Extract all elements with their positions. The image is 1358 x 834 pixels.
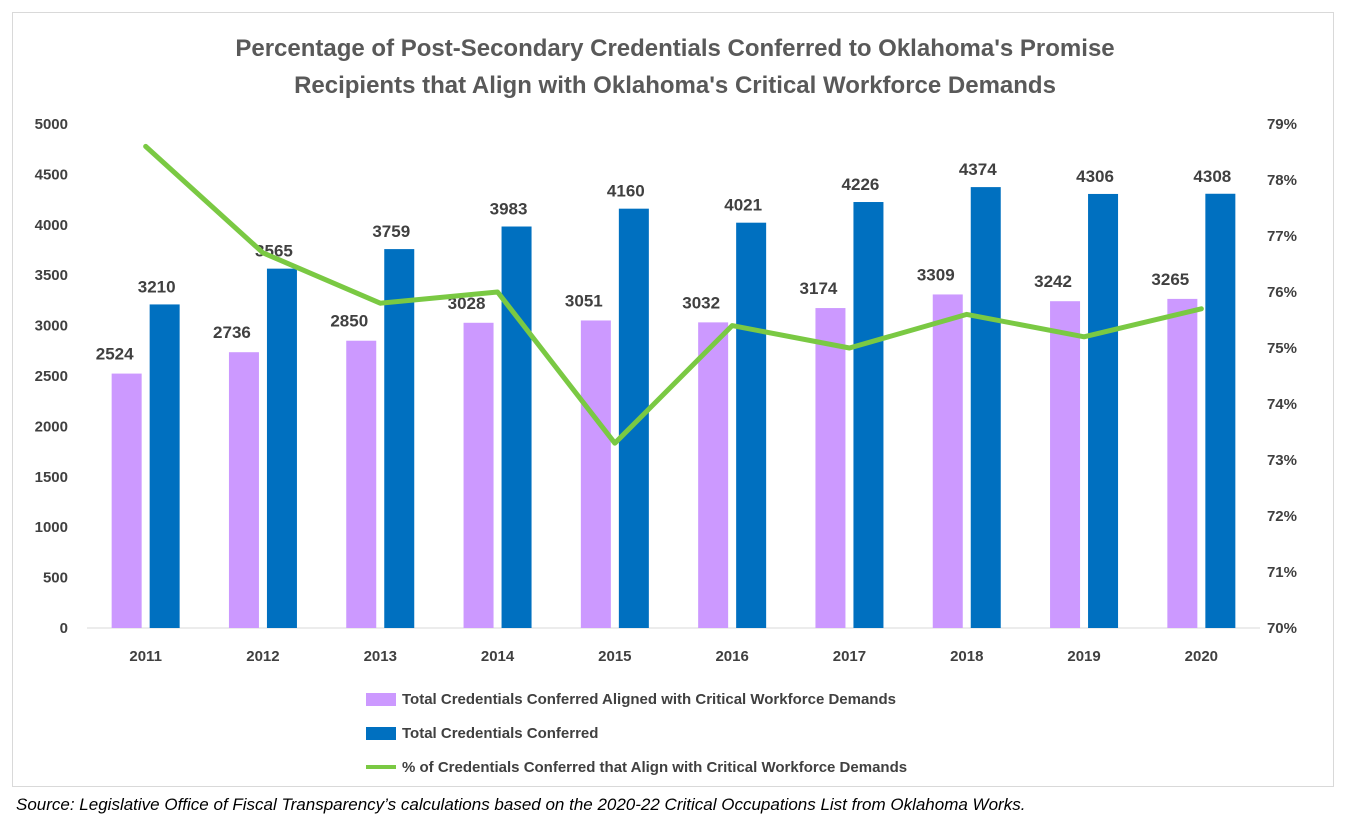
data-label-aligned-2012: 2736: [213, 323, 251, 342]
bar-aligned-2020: [1167, 298, 1198, 628]
y-left-tick-label: 5000: [35, 116, 68, 133]
legend-item-aligned: Total Credentials Conferred Aligned with…: [366, 682, 907, 716]
bar-total-2019: [1088, 193, 1119, 628]
data-label-total-2016: 4021: [724, 196, 762, 215]
x-tick-label-2013: 2013: [364, 648, 397, 665]
percent-point-2014: [495, 290, 500, 294]
percent-point-2012: [260, 250, 265, 255]
y-left-tick-label: 3500: [35, 267, 68, 284]
y-left-tick-label: 2500: [35, 368, 68, 385]
data-label-aligned-2017: 3174: [800, 279, 838, 298]
percent-line: [143, 143, 1204, 446]
bar-aligned-2019: [1050, 301, 1081, 628]
y-left-tick-label: 3000: [35, 318, 68, 335]
x-tick-label-2012: 2012: [246, 648, 279, 665]
percent-point-2015: [612, 441, 617, 446]
y-right-tick-label: 76%: [1267, 284, 1297, 301]
chart-title: Percentage of Post-Secondary Credentials…: [150, 30, 1200, 104]
data-label-aligned-2019: 3242: [1034, 272, 1072, 291]
data-label-aligned-2014: 3028: [448, 294, 486, 313]
percent-point-2016: [730, 323, 735, 328]
chart-title-line2: Recipients that Align with Oklahoma's Cr…: [294, 72, 1056, 99]
data-label-aligned-2018: 3309: [917, 265, 955, 284]
x-tick-label-2014: 2014: [481, 648, 515, 665]
y-right-tick-label: 78%: [1267, 172, 1297, 189]
legend-swatch-aligned: [366, 692, 396, 706]
bar-total-2015: [618, 208, 649, 628]
bar-aligned-2018: [932, 294, 963, 628]
bar-total-2020: [1205, 193, 1236, 628]
bar-aligned-2017: [815, 308, 846, 628]
data-label-total-2011: 3210: [138, 277, 176, 296]
y-left-tick-label: 1000: [35, 519, 68, 536]
chart-legend: Total Credentials Conferred Aligned with…: [366, 682, 907, 784]
data-label-aligned-2016: 3032: [682, 293, 720, 312]
x-tick-label-2015: 2015: [598, 648, 631, 665]
y-left-tick-label: 1500: [35, 469, 68, 486]
percent-point-2018: [964, 312, 969, 317]
legend-swatch-total: [366, 726, 396, 740]
percent-point-2011: [143, 144, 148, 149]
y-right-tick-label: 71%: [1267, 564, 1297, 581]
bar-aligned-2011: [111, 373, 142, 628]
data-label-total-2013: 3759: [372, 222, 410, 241]
y-left-tick-label: 500: [43, 570, 68, 587]
bar-total-2012: [266, 268, 297, 628]
chart-title-line1: Percentage of Post-Secondary Credentials…: [235, 35, 1115, 62]
data-label-aligned-2020: 3265: [1151, 270, 1189, 289]
y-right-tick-label: 75%: [1267, 340, 1297, 357]
x-tick-label-2011: 2011: [129, 648, 162, 665]
bar-total-2011: [149, 304, 180, 628]
x-tick-label-2019: 2019: [1067, 648, 1100, 665]
x-tick-label-2018: 2018: [950, 648, 983, 665]
bar-aligned-2013: [346, 340, 377, 628]
y-right-tick-label: 70%: [1267, 620, 1297, 637]
y-left-tick-label: 4500: [35, 166, 68, 183]
data-label-total-2018: 4374: [959, 160, 997, 179]
data-label-total-2019: 4306: [1076, 167, 1114, 186]
legend-item-percent: % of Credentials Conferred that Align wi…: [366, 750, 907, 784]
y-right-tick-label: 74%: [1267, 396, 1297, 413]
legend-label-total: Total Credentials Conferred: [402, 724, 599, 742]
bar-aligned-2014: [463, 322, 494, 628]
data-label-total-2017: 4226: [842, 175, 880, 194]
legend-swatch-percent: [366, 765, 396, 769]
y-right-tick-label: 73%: [1267, 452, 1297, 469]
y-left-tick-label: 4000: [35, 217, 68, 234]
y-left-tick-label: 2000: [35, 418, 68, 435]
data-label-total-2014: 3983: [490, 200, 528, 219]
y-left-tick-label: 0: [60, 620, 68, 637]
data-label-aligned-2013: 2850: [330, 312, 368, 331]
data-label-total-2015: 4160: [607, 182, 645, 201]
y-right-tick-label: 72%: [1267, 508, 1297, 525]
legend-label-percent: % of Credentials Conferred that Align wi…: [402, 758, 908, 776]
bar-aligned-2012: [228, 352, 259, 628]
source-note: Source: Legislative Office of Fiscal Tra…: [16, 795, 1026, 814]
x-tick-label-2020: 2020: [1185, 648, 1218, 665]
data-label-total-2020: 4308: [1193, 167, 1231, 186]
x-tick-label-2017: 2017: [833, 648, 866, 665]
bar-total-2014: [501, 226, 532, 628]
percent-point-2020: [1199, 306, 1204, 311]
bar-total-2013: [384, 249, 415, 628]
legend-item-total: Total Credentials Conferred: [366, 716, 907, 750]
x-tick-label-2016: 2016: [715, 648, 748, 665]
y-right-tick-label: 79%: [1267, 116, 1297, 133]
percent-point-2017: [847, 346, 852, 350]
bar-total-2017: [853, 202, 884, 628]
percent-point-2019: [1082, 334, 1087, 339]
bar-aligned-2015: [580, 320, 611, 628]
data-label-aligned-2011: 2524: [96, 345, 134, 364]
bar-total-2016: [736, 222, 767, 628]
y-right-tick-label: 77%: [1267, 228, 1297, 245]
percent-point-2013: [378, 301, 383, 306]
bar-total-2018: [970, 187, 1001, 628]
bar-aligned-2016: [698, 322, 729, 628]
data-label-aligned-2015: 3051: [565, 291, 603, 310]
legend-label-aligned: Total Credentials Conferred Aligned with…: [402, 690, 896, 708]
